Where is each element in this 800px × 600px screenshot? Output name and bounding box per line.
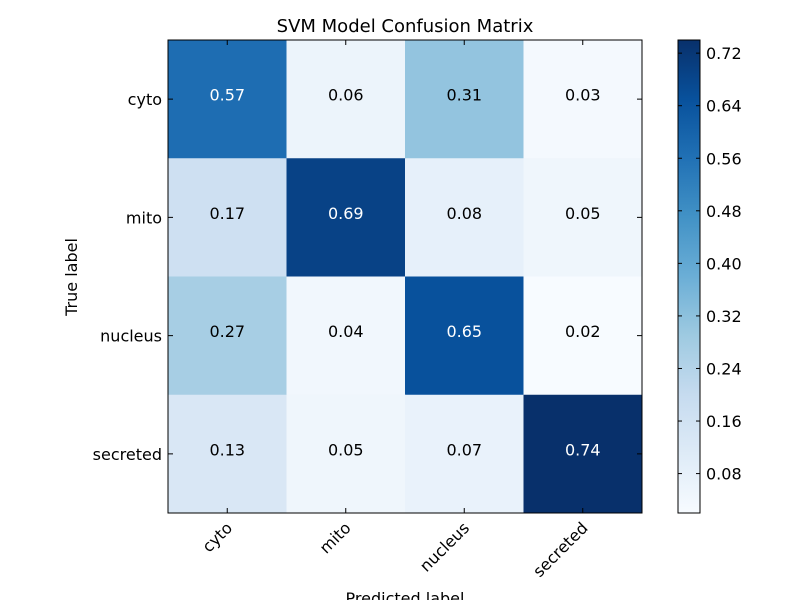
colorbar-tick-label: 0.72: [706, 44, 742, 63]
cell-value-label: 0.04: [328, 322, 364, 341]
y-tick-label: secreted: [93, 445, 162, 464]
heatmap-cell: [286, 394, 406, 514]
cell-value-label: 0.03: [565, 86, 601, 105]
cell-value-label: 0.57: [209, 86, 245, 105]
heatmap-cell: [168, 40, 287, 159]
cell-value-label: 0.74: [565, 440, 601, 459]
x-tick-label: cyto: [198, 518, 236, 556]
cell-value-label: 0.05: [328, 440, 364, 459]
y-tick-label: cyto: [128, 90, 162, 109]
cell-value-label: 0.08: [446, 204, 482, 223]
y-tick-label: nucleus: [100, 327, 162, 346]
colorbar-tick-label: 0.32: [706, 307, 742, 326]
cell-value-label: 0.02: [565, 322, 601, 341]
heatmap-cell: [523, 276, 643, 396]
colorbar-ticks: 0.08 0.16 0.24 0.32 0.40 0.48 0.56 0.64 0.72: [678, 44, 742, 484]
y-axis-label: True label: [62, 238, 81, 317]
heatmap-cell: [286, 158, 406, 277]
x-tick-label: mito: [316, 518, 355, 557]
y-axis-ticks: cyto mito nucleus secreted: [93, 90, 642, 464]
heatmap-cell: [405, 40, 524, 159]
x-tick-label: secreted: [529, 518, 591, 580]
cell-value-label: 0.17: [209, 204, 245, 223]
heatmap-cell: [286, 276, 406, 396]
y-tick-label: mito: [126, 208, 162, 227]
colorbar-tick-label: 0.64: [706, 97, 742, 116]
colorbar-tick-label: 0.08: [706, 465, 742, 484]
cell-value-label: 0.05: [565, 204, 601, 223]
colorbar-tick-label: 0.56: [706, 149, 742, 168]
heatmap-cell: [286, 40, 406, 159]
colorbar-tick-label: 0.48: [706, 202, 742, 221]
cell-value-label: 0.65: [446, 322, 482, 341]
cell-value-label: 0.13: [209, 440, 245, 459]
colorbar-tick-label: 0.16: [706, 412, 742, 431]
heatmap-cell: [523, 158, 643, 277]
heatmap-cell: [168, 394, 287, 514]
heatmap-cell: [168, 276, 287, 396]
chart-title: SVM Model Confusion Matrix: [277, 16, 534, 37]
plot-frame: [167, 39, 643, 514]
heatmap-cell: [405, 394, 524, 514]
cell-value-label: 0.06: [328, 86, 364, 105]
colorbar-tick-label: 0.24: [706, 359, 742, 378]
x-axis-label: Predicted label: [346, 589, 465, 600]
heatmap-cell: [523, 40, 643, 159]
colorbar: [677, 39, 701, 514]
colorbar-tick-label: 0.40: [706, 254, 742, 273]
cell-value-label: 0.69: [328, 204, 364, 223]
cell-value-label: 0.31: [446, 86, 482, 105]
heatmap-cells: 0.57 0.06 0.31 0.03 0.17 0.69 0.08 0.05 0.27 0.04…: [168, 40, 643, 514]
x-tick-label: nucleus: [416, 518, 473, 575]
cell-value-label: 0.07: [446, 440, 482, 459]
cell-value-label: 0.27: [209, 322, 245, 341]
heatmap-cell: [405, 158, 524, 277]
heatmap-cell: [168, 158, 287, 277]
heatmap-cell: [523, 394, 643, 514]
heatmap-cell: [405, 276, 524, 396]
